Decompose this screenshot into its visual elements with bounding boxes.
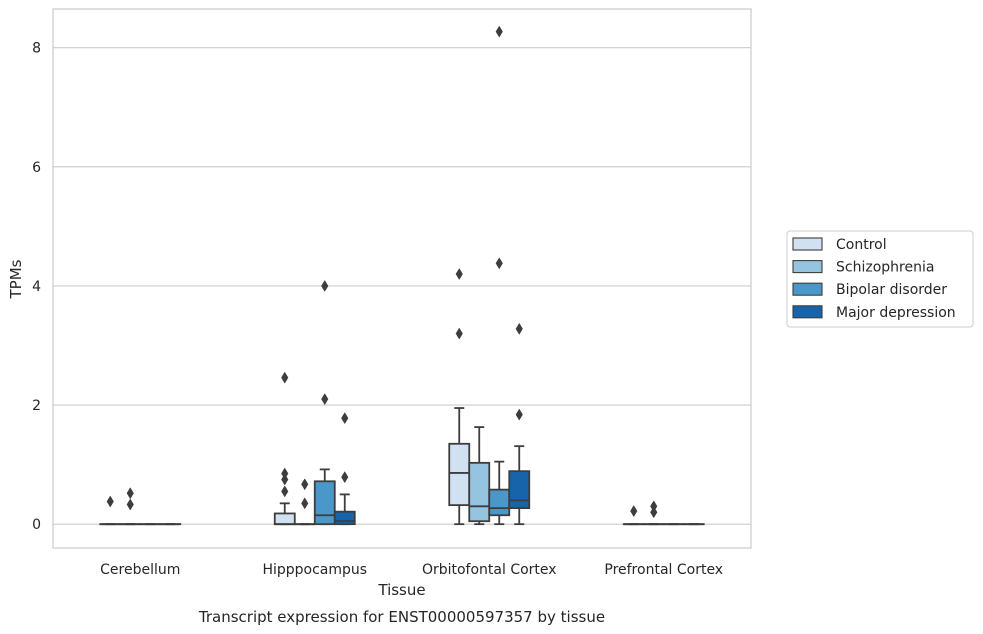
grid-lines <box>53 47 751 525</box>
box-2-2 <box>488 25 511 526</box>
box-1-3 <box>333 412 356 526</box>
y-tick-label: 2 <box>32 398 41 414</box>
box-2-0 <box>448 268 471 526</box>
box-2-3 <box>508 322 531 526</box>
x-tick-label: Cerebellum <box>100 562 180 578</box>
outlier-point <box>321 279 329 292</box>
box-0-0 <box>99 495 122 526</box>
outlier-point <box>301 478 309 491</box>
box-groups <box>99 25 705 526</box>
outlier-point <box>106 495 114 508</box>
legend-swatch <box>792 237 823 251</box>
y-tick-label: 6 <box>32 160 41 176</box>
legend-swatch <box>792 260 823 274</box>
box-iqr <box>508 470 531 509</box>
y-tick-label: 4 <box>32 279 41 295</box>
legend-entry: Schizophrenia <box>836 260 934 276</box>
outlier-point <box>321 393 329 406</box>
box-1-2 <box>313 279 336 526</box>
box-1-1 <box>293 478 316 526</box>
box-2-1 <box>468 426 491 526</box>
x-tick-labels: Cerebellum Hipppocampus Orbitofontal Corte… <box>100 562 723 578</box>
outlier-point <box>495 25 503 38</box>
box-iqr <box>333 510 356 526</box>
legend-swatch <box>792 282 823 296</box>
outlier-point <box>281 485 289 498</box>
y-axis-label: TPMs <box>7 259 25 299</box>
legend-entry: Major depression <box>836 305 956 321</box>
legend-frame <box>786 230 974 328</box>
box-iqr <box>313 480 336 526</box>
outlier-point <box>515 408 523 421</box>
outlier-point <box>630 505 638 518</box>
box-3-1 <box>642 500 665 526</box>
outlier-point <box>495 257 503 270</box>
outlier-point <box>126 498 134 511</box>
y-tick-label: 0 <box>32 517 41 533</box>
box-iqr <box>273 512 296 526</box>
legend-entry: Bipolar disorder <box>836 282 947 298</box>
outlier-point <box>301 497 309 510</box>
box-0-1 <box>119 487 142 526</box>
box-iqr <box>488 488 511 517</box>
plot-frame <box>52 8 752 549</box>
outlier-point <box>455 327 463 340</box>
legend-swatch <box>792 305 823 319</box>
x-tick-label: Prefrontal Cortex <box>604 562 723 578</box>
box-3-0 <box>622 505 645 526</box>
box-1-0 <box>273 371 296 526</box>
y-tick-labels: 0 2 4 6 8 <box>32 41 41 533</box>
outlier-point <box>281 467 289 480</box>
chart-caption: Transcript expression for ENST0000059735… <box>198 608 605 626</box>
outlier-point <box>650 500 658 513</box>
x-tick-label: Orbitofontal Cortex <box>422 562 557 578</box>
outlier-point <box>281 371 289 384</box>
outlier-point <box>455 268 463 281</box>
outlier-point <box>515 322 523 335</box>
y-tick-label: 8 <box>32 41 41 57</box>
outlier-point <box>126 487 134 500</box>
x-axis-label: Tissue <box>377 581 425 599</box>
outlier-point <box>341 471 349 484</box>
legend-entry: Control <box>836 237 887 253</box>
x-tick-label: Hipppocampus <box>262 562 367 578</box>
box-iqr <box>448 442 471 507</box>
outlier-point <box>341 412 349 425</box>
box-iqr <box>468 461 491 523</box>
legend: Control Schizophrenia Bipolar disorder Majo… <box>786 230 974 328</box>
